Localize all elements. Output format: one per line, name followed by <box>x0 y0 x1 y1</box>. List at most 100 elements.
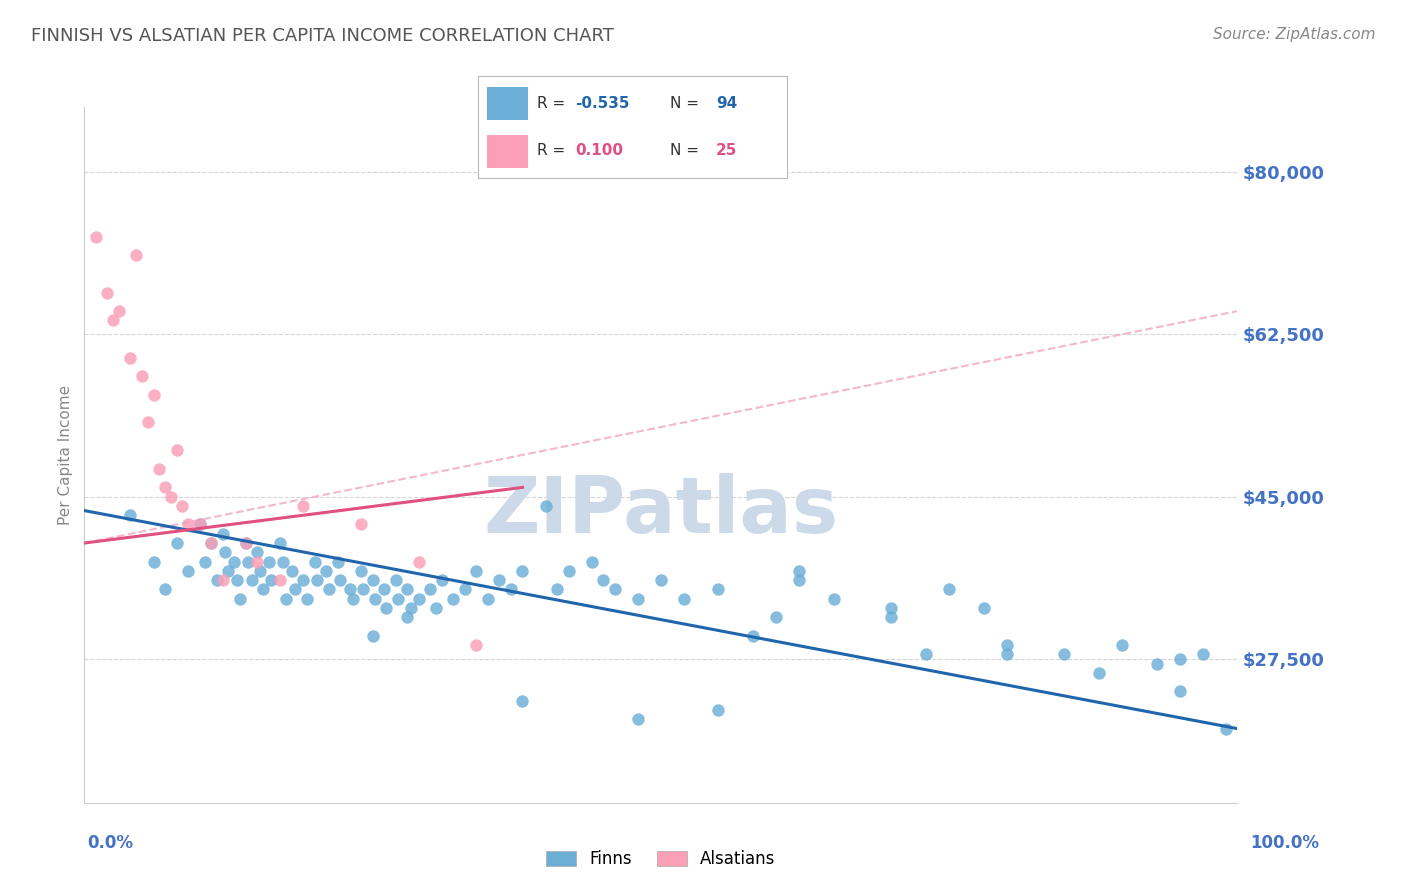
Point <box>375 601 398 615</box>
Point <box>205 573 228 587</box>
Point <box>581 555 603 569</box>
Point <box>153 480 176 494</box>
Point <box>188 517 211 532</box>
Point <box>217 564 239 578</box>
Point <box>373 582 395 597</box>
Point <box>240 573 263 587</box>
Point <box>396 610 419 624</box>
Point <box>159 490 183 504</box>
Text: -0.535: -0.535 <box>575 96 630 111</box>
Point <box>627 712 650 726</box>
Legend: Finns, Alsatians: Finns, Alsatians <box>540 843 782 874</box>
Text: 25: 25 <box>716 144 738 158</box>
Point <box>108 304 131 318</box>
Point <box>315 564 337 578</box>
Point <box>1168 684 1191 698</box>
Point <box>224 555 246 569</box>
Point <box>142 555 165 569</box>
Point <box>136 416 159 430</box>
Point <box>603 582 626 597</box>
Bar <box>488 87 527 120</box>
Bar <box>488 136 527 168</box>
Point <box>188 517 211 532</box>
Point <box>707 582 730 597</box>
Point <box>257 555 280 569</box>
Point <box>350 564 373 578</box>
Point <box>707 703 730 717</box>
Point <box>1088 665 1111 680</box>
Point <box>915 648 938 662</box>
Point <box>425 601 447 615</box>
Point <box>274 591 298 606</box>
Point <box>246 555 269 569</box>
Point <box>534 499 557 513</box>
Point <box>211 573 233 587</box>
Point <box>361 573 384 587</box>
Point <box>1191 648 1213 662</box>
Point <box>787 573 810 587</box>
Point <box>260 573 283 587</box>
Point <box>307 573 329 587</box>
Point <box>408 555 430 569</box>
Point <box>364 591 387 606</box>
Point <box>361 629 384 643</box>
Point <box>995 638 1018 652</box>
Point <box>249 564 271 578</box>
Point <box>281 564 304 578</box>
Point <box>252 582 274 597</box>
Point <box>396 582 419 597</box>
Point <box>292 573 315 587</box>
Point <box>627 591 650 606</box>
Point <box>408 591 430 606</box>
Point <box>96 285 118 300</box>
Point <box>1111 638 1133 652</box>
Point <box>880 601 903 615</box>
Point <box>142 387 165 401</box>
Point <box>225 573 247 587</box>
Point <box>304 555 326 569</box>
Point <box>229 591 252 606</box>
Point <box>194 555 217 569</box>
Point <box>742 629 765 643</box>
Point <box>211 526 233 541</box>
Point <box>269 536 291 550</box>
Point <box>512 694 534 708</box>
Text: ZIPatlas: ZIPatlas <box>484 473 838 549</box>
Text: 94: 94 <box>716 96 738 111</box>
Point <box>465 564 488 578</box>
Point <box>938 582 960 597</box>
Point <box>995 648 1018 662</box>
Point <box>153 582 176 597</box>
Point <box>1146 657 1168 671</box>
Point <box>295 591 318 606</box>
Point <box>352 582 374 597</box>
Point <box>557 564 579 578</box>
Point <box>441 591 464 606</box>
Point <box>284 582 307 597</box>
Point <box>430 573 453 587</box>
Point <box>200 536 222 550</box>
Y-axis label: Per Capita Income: Per Capita Income <box>58 384 73 525</box>
Point <box>172 499 194 513</box>
Point <box>120 351 142 365</box>
Point <box>214 545 236 559</box>
Point <box>387 591 409 606</box>
Point <box>339 582 361 597</box>
Text: 0.100: 0.100 <box>575 144 623 158</box>
Point <box>342 591 364 606</box>
Point <box>419 582 441 597</box>
Point <box>103 313 124 327</box>
Point <box>488 573 510 587</box>
Point <box>246 545 269 559</box>
Text: N =: N = <box>669 96 703 111</box>
Text: FINNISH VS ALSATIAN PER CAPITA INCOME CORRELATION CHART: FINNISH VS ALSATIAN PER CAPITA INCOME CO… <box>31 27 614 45</box>
Point <box>499 582 522 597</box>
Point <box>650 573 672 587</box>
Point <box>592 573 614 587</box>
Point <box>350 517 373 532</box>
Text: R =: R = <box>537 96 569 111</box>
Point <box>512 564 534 578</box>
Point <box>166 536 188 550</box>
Point <box>269 573 291 587</box>
Point <box>880 610 903 624</box>
